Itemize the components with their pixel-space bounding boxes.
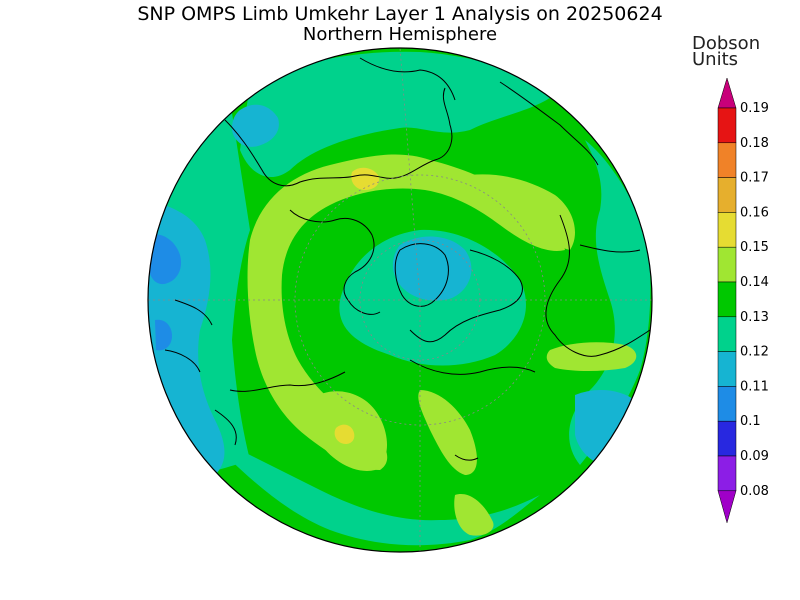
- contour-lime-bottom: [454, 494, 494, 536]
- colorbar-tick-label: 0.15: [740, 240, 769, 255]
- contour-teal-south: [200, 430, 540, 546]
- contour-teal-north: [240, 51, 560, 178]
- units-label: Dobson Units: [692, 33, 782, 70]
- graticule: [148, 48, 652, 552]
- units-line1: Dobson: [692, 33, 761, 54]
- coastline-europe: [289, 209, 381, 315]
- chart-subtitle: Northern Hemisphere: [302, 24, 498, 45]
- colorbar-box: [717, 246, 737, 283]
- colorbar-box: [717, 420, 737, 457]
- colorbar-triangle-top: [717, 77, 737, 109]
- colorbar-boxes: [717, 77, 737, 524]
- coastline-canada-arctic: [409, 249, 523, 343]
- colorbar-box: [717, 386, 737, 422]
- colorbar-box: [717, 316, 737, 352]
- colorbar-tick-label: 0.08: [740, 484, 769, 499]
- colorbar-tick-label: 0.12: [740, 345, 769, 360]
- coastline-pacific: [409, 359, 536, 461]
- contour-teal-east: [569, 140, 651, 465]
- colorbar-box: [717, 142, 737, 178]
- contour-lime-s: [418, 390, 477, 475]
- contour-yellow-n: [351, 167, 380, 190]
- colorbar-box: [717, 281, 737, 318]
- colorbar-box: [717, 212, 737, 248]
- colorbar-tick-label: 0.13: [740, 310, 769, 325]
- units-line2: Units: [692, 49, 739, 70]
- contour-yellow-sw: [334, 424, 355, 444]
- coastlines: [164, 57, 651, 461]
- map-border: [147, 47, 653, 553]
- meridian-0: [399, 48, 421, 301]
- coastline-north-america: [545, 214, 651, 357]
- contour-lime-ne: [470, 174, 575, 250]
- colorbar-box: [717, 455, 737, 492]
- colorbar-tick-label: 0.19: [740, 101, 769, 116]
- coastline-asia-south: [214, 371, 346, 446]
- colorbar-tick-label: 0.18: [740, 136, 769, 151]
- colorbar-tick-label: 0.1: [740, 414, 761, 429]
- coastline-west: [164, 299, 213, 373]
- contour-blue-west: [148, 234, 182, 285]
- contour-blue-sw: [155, 319, 172, 351]
- chart-title: SNP OMPS Limb Umkehr Layer 1 Analysis on…: [137, 3, 663, 25]
- colorbar-tick-label: 0.17: [740, 171, 769, 186]
- contour-cyan-nw: [232, 104, 279, 147]
- contour-cyan-center: [392, 236, 472, 301]
- colorbar-tick-label: 0.11: [740, 379, 769, 394]
- coastline-eurasia: [224, 57, 599, 187]
- colorbar-triangle-bottom: [717, 490, 737, 524]
- colorbar-box: [717, 107, 737, 144]
- colorbar-tick-label: 0.09: [740, 449, 769, 464]
- colorbar-box: [717, 177, 737, 213]
- colorbar-box: [717, 351, 737, 387]
- colorbar-ticks: 0.19 0.18 0.17 0.16 0.15 0.14 0.13 0.12 0.11 0.1 0…: [740, 101, 769, 499]
- colorbar-tick-label: 0.16: [740, 205, 769, 220]
- colorbar-tick-label: 0.14: [740, 275, 769, 290]
